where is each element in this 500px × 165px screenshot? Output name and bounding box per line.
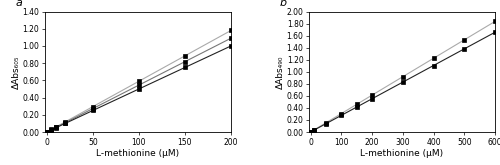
Y-axis label: ΔAbs₆₀₅: ΔAbs₆₀₅: [12, 55, 21, 89]
X-axis label: L-methionine (μM): L-methionine (μM): [360, 149, 444, 158]
X-axis label: L-methionine (μM): L-methionine (μM): [96, 149, 180, 158]
Text: a: a: [15, 0, 22, 8]
Y-axis label: ΔAbs₄₉₀: ΔAbs₄₉₀: [276, 55, 285, 89]
Text: b: b: [280, 0, 286, 8]
